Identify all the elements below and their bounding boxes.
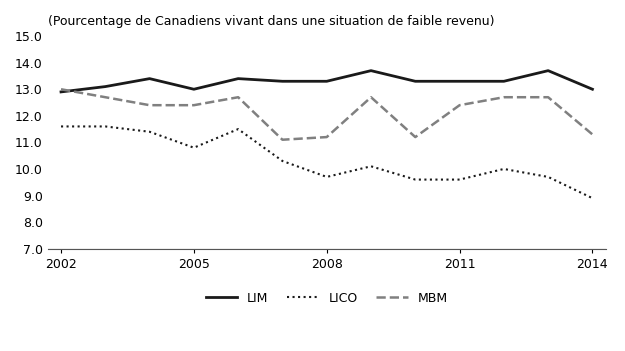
- LICO: [146, 130, 153, 134]
- MBM: [190, 103, 198, 107]
- LIM: [234, 77, 242, 81]
- LIM: [589, 87, 596, 91]
- MBM: [58, 87, 65, 91]
- MBM: [279, 138, 286, 142]
- LIM: [456, 79, 463, 84]
- LICO: [411, 178, 419, 182]
- LIM: [146, 77, 153, 81]
- Line: LIM: LIM: [61, 71, 592, 92]
- LICO: [190, 146, 198, 150]
- MBM: [589, 132, 596, 137]
- LICO: [544, 175, 552, 179]
- LICO: [368, 164, 375, 168]
- LIM: [323, 79, 331, 84]
- MBM: [368, 95, 375, 99]
- LIM: [544, 68, 552, 73]
- LICO: [500, 167, 508, 171]
- Text: (Pourcentage de Canadiens vivant dans une situation de faible revenu): (Pourcentage de Canadiens vivant dans un…: [48, 15, 494, 28]
- Line: MBM: MBM: [61, 89, 592, 140]
- LICO: [323, 175, 331, 179]
- MBM: [101, 95, 109, 99]
- LIM: [411, 79, 419, 84]
- LIM: [500, 79, 508, 84]
- LICO: [456, 178, 463, 182]
- MBM: [323, 135, 331, 139]
- MBM: [146, 103, 153, 107]
- LICO: [279, 159, 286, 163]
- Legend: LIM, LICO, MBM: LIM, LICO, MBM: [201, 287, 452, 310]
- LICO: [234, 127, 242, 131]
- MBM: [411, 135, 419, 139]
- LIM: [279, 79, 286, 84]
- MBM: [544, 95, 552, 99]
- MBM: [500, 95, 508, 99]
- LIM: [190, 87, 198, 91]
- MBM: [456, 103, 463, 107]
- LIM: [58, 90, 65, 94]
- LICO: [589, 196, 596, 200]
- LIM: [368, 68, 375, 73]
- Line: LICO: LICO: [61, 126, 592, 198]
- LIM: [101, 85, 109, 89]
- MBM: [234, 95, 242, 99]
- LICO: [101, 124, 109, 128]
- LICO: [58, 124, 65, 128]
